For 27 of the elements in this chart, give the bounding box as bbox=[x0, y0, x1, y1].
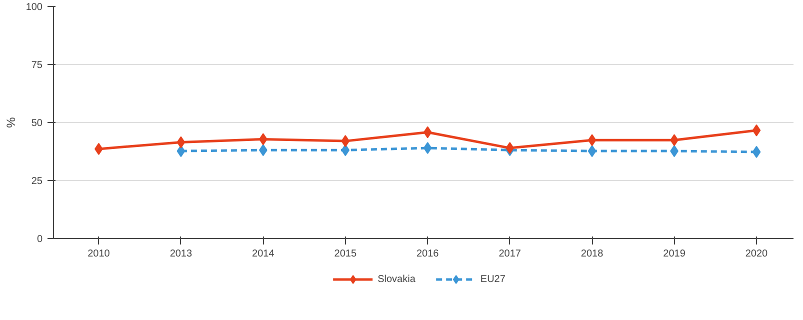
legend-label: Slovakia bbox=[378, 274, 416, 284]
point bbox=[752, 146, 761, 158]
x-tick-label: 2014 bbox=[252, 248, 275, 260]
y-tick-label: 75 bbox=[31, 60, 43, 71]
point bbox=[423, 142, 432, 154]
y-axis-title: % bbox=[4, 116, 18, 128]
x-tick-label: 2020 bbox=[745, 248, 768, 260]
x-tick-label: 2010 bbox=[88, 248, 110, 260]
point bbox=[341, 144, 350, 156]
point bbox=[588, 145, 596, 158]
y-tick-label: 0 bbox=[36, 234, 43, 245]
point bbox=[176, 136, 186, 148]
x-tick-label: 2017 bbox=[498, 248, 522, 260]
x-tick-label: 2019 bbox=[663, 248, 686, 260]
x-tick-label: 2015 bbox=[334, 248, 357, 260]
x-tick-label: 2013 bbox=[170, 248, 193, 260]
x-tick-label: 2018 bbox=[580, 248, 604, 260]
point bbox=[752, 124, 761, 136]
point bbox=[423, 126, 432, 138]
y-tick-label: 100 bbox=[26, 2, 43, 13]
point bbox=[588, 134, 596, 146]
y-tick-label: 25 bbox=[31, 176, 43, 187]
y-tick-label: 50 bbox=[31, 118, 43, 129]
x-tick-label: 2016 bbox=[416, 248, 440, 260]
point bbox=[341, 135, 350, 148]
point bbox=[176, 145, 186, 158]
legend-label: EU27 bbox=[480, 274, 506, 284]
